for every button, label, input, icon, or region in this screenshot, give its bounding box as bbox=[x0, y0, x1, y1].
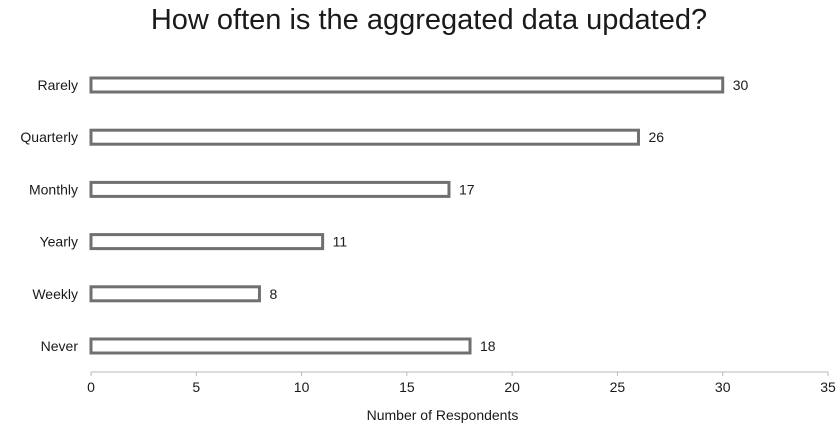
value-label-yearly: 11 bbox=[333, 234, 348, 250]
bar-never bbox=[89, 337, 472, 355]
bar-rarely bbox=[89, 76, 725, 94]
category-label-rarely: Rarely bbox=[38, 77, 78, 93]
bar-quarterly bbox=[89, 128, 640, 146]
bar-yearly bbox=[89, 233, 325, 251]
category-label-never: Never bbox=[41, 338, 79, 354]
x-tick-label-5: 5 bbox=[192, 379, 200, 395]
category-label-monthly: Monthly bbox=[29, 181, 78, 197]
bar-weekly bbox=[89, 285, 261, 303]
bars-layer bbox=[89, 76, 725, 355]
category-labels: Rarely Quarterly Monthly Yearly Weekly Never bbox=[20, 77, 78, 354]
x-tick-label-0: 0 bbox=[87, 379, 95, 395]
category-label-yearly: Yearly bbox=[40, 234, 78, 250]
bar-monthly bbox=[89, 180, 451, 198]
value-labels: 30 26 17 11 8 18 bbox=[269, 77, 748, 354]
chart-title: How often is the aggregated data updated… bbox=[150, 4, 708, 36]
x-tick-label-25: 25 bbox=[610, 379, 626, 395]
category-label-quarterly: Quarterly bbox=[20, 129, 78, 145]
value-label-monthly: 17 bbox=[459, 181, 475, 197]
x-tick-label-30: 30 bbox=[715, 379, 731, 395]
x-axis-title: Number of Respondents bbox=[367, 407, 519, 423]
value-label-never: 18 bbox=[480, 338, 496, 354]
category-label-weekly: Weekly bbox=[32, 286, 78, 302]
x-axis: 0 5 10 15 20 25 30 35 bbox=[87, 371, 836, 395]
value-label-quarterly: 26 bbox=[648, 129, 664, 145]
x-tick-label-20: 20 bbox=[504, 379, 520, 395]
x-tick-label-15: 15 bbox=[399, 379, 415, 395]
value-label-rarely: 30 bbox=[733, 77, 749, 93]
value-label-weekly: 8 bbox=[269, 286, 277, 302]
x-tick-label-35: 35 bbox=[820, 379, 836, 395]
x-tick-label-10: 10 bbox=[294, 379, 310, 395]
